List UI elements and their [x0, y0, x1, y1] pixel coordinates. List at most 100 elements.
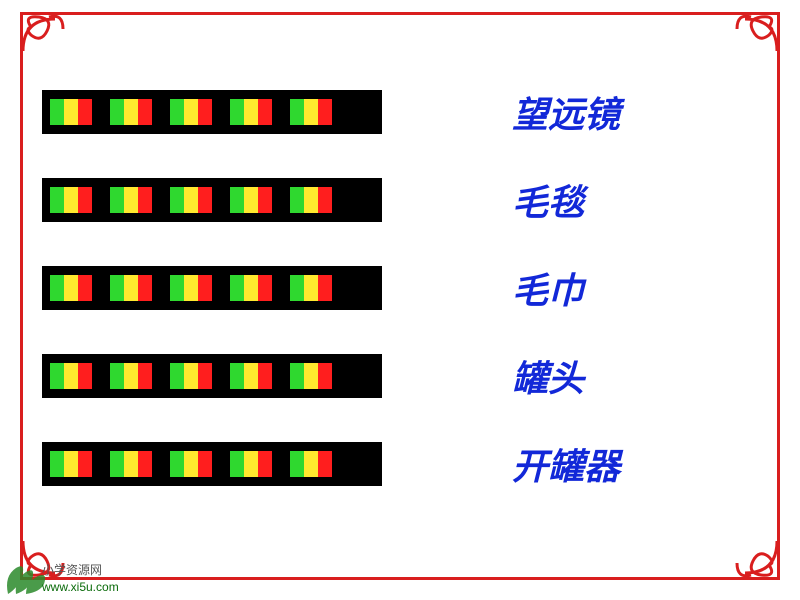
red-square	[138, 451, 152, 477]
row-5: 开罐器	[42, 442, 758, 486]
label-3: 毛巾	[512, 262, 584, 314]
row-2: 毛毯	[42, 178, 758, 222]
red-square	[198, 99, 212, 125]
red-square	[138, 275, 152, 301]
row-1: 望远镜	[42, 90, 758, 134]
color-triplet	[110, 99, 152, 125]
green-square	[230, 275, 244, 301]
green-square	[290, 363, 304, 389]
color-triplet	[50, 363, 92, 389]
yellow-square	[304, 363, 318, 389]
red-square	[198, 275, 212, 301]
corner-ornament-br	[733, 537, 781, 581]
color-triplet	[110, 275, 152, 301]
red-square	[198, 451, 212, 477]
color-triplet	[290, 363, 332, 389]
row-4: 罐头	[42, 354, 758, 398]
green-square	[110, 451, 124, 477]
red-square	[258, 275, 272, 301]
yellow-square	[244, 99, 258, 125]
green-square	[230, 187, 244, 213]
yellow-square	[244, 187, 258, 213]
green-square	[50, 187, 64, 213]
pattern-bar-4	[42, 354, 382, 398]
color-triplet	[110, 187, 152, 213]
red-square	[258, 99, 272, 125]
pattern-bar-3	[42, 266, 382, 310]
yellow-square	[124, 99, 138, 125]
yellow-square	[244, 275, 258, 301]
color-triplet	[230, 363, 272, 389]
yellow-square	[244, 363, 258, 389]
yellow-square	[64, 451, 78, 477]
yellow-square	[244, 451, 258, 477]
corner-ornament-tr	[733, 11, 781, 55]
watermark-url: www.xi5u.com	[42, 580, 119, 594]
green-square	[230, 451, 244, 477]
green-square	[230, 99, 244, 125]
corner-ornament-tl	[19, 11, 67, 55]
red-square	[198, 187, 212, 213]
color-triplet	[230, 451, 272, 477]
green-square	[170, 187, 184, 213]
green-square	[230, 363, 244, 389]
green-square	[170, 99, 184, 125]
red-square	[78, 275, 92, 301]
watermark-text: 小学资源网	[42, 561, 102, 578]
yellow-square	[64, 275, 78, 301]
label-4: 罐头	[512, 350, 584, 402]
yellow-square	[184, 363, 198, 389]
row-3: 毛巾	[42, 266, 758, 310]
color-triplet	[290, 187, 332, 213]
color-triplet	[230, 99, 272, 125]
red-square	[258, 451, 272, 477]
red-square	[138, 363, 152, 389]
red-square	[318, 451, 332, 477]
color-triplet	[290, 451, 332, 477]
green-square	[50, 363, 64, 389]
red-square	[138, 187, 152, 213]
green-square	[290, 451, 304, 477]
red-square	[318, 363, 332, 389]
red-square	[78, 451, 92, 477]
yellow-square	[124, 451, 138, 477]
color-triplet	[170, 451, 212, 477]
red-square	[258, 187, 272, 213]
color-triplet	[290, 275, 332, 301]
yellow-square	[124, 187, 138, 213]
color-triplet	[170, 187, 212, 213]
yellow-square	[124, 275, 138, 301]
color-triplet	[290, 99, 332, 125]
green-square	[290, 99, 304, 125]
yellow-square	[184, 187, 198, 213]
red-square	[78, 99, 92, 125]
red-square	[318, 187, 332, 213]
color-triplet	[170, 363, 212, 389]
pattern-bar-1	[42, 90, 382, 134]
color-triplet	[230, 187, 272, 213]
red-square	[318, 99, 332, 125]
green-square	[170, 275, 184, 301]
green-square	[290, 275, 304, 301]
yellow-square	[304, 187, 318, 213]
color-triplet	[170, 275, 212, 301]
content-area: 望远镜 毛毯 毛巾 罐头 开罐器	[42, 90, 758, 530]
red-square	[318, 275, 332, 301]
yellow-square	[124, 363, 138, 389]
green-square	[110, 187, 124, 213]
label-5: 开罐器	[512, 438, 620, 490]
watermark: 小学资源网 www.xi5u.com	[2, 554, 102, 598]
green-square	[170, 451, 184, 477]
green-square	[110, 363, 124, 389]
color-triplet	[50, 99, 92, 125]
green-square	[290, 187, 304, 213]
green-square	[110, 275, 124, 301]
yellow-square	[304, 451, 318, 477]
color-triplet	[50, 275, 92, 301]
yellow-square	[64, 363, 78, 389]
pattern-bar-5	[42, 442, 382, 486]
color-triplet	[230, 275, 272, 301]
color-triplet	[110, 363, 152, 389]
color-triplet	[170, 99, 212, 125]
red-square	[258, 363, 272, 389]
